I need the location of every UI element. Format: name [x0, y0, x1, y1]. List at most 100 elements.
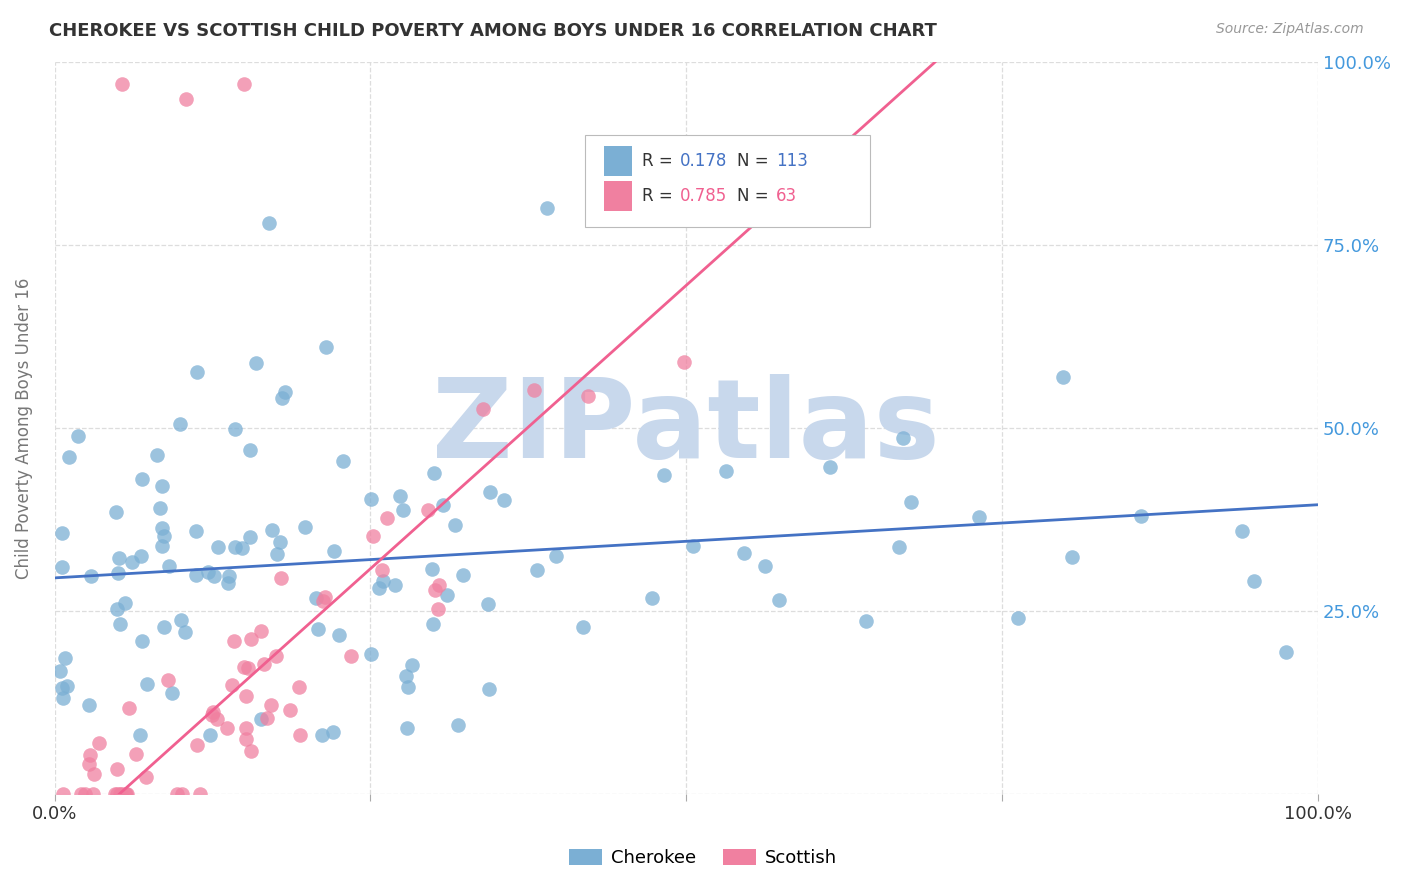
Point [131, 633, 153, 648]
Point [105, 505, 128, 519]
Point [472, 402, 495, 417]
Text: R =: R = [643, 187, 678, 205]
Point [157, 558, 180, 573]
Point [367, 581, 389, 595]
Point [260, 698, 283, 712]
Point [58, 450, 80, 465]
Text: N =: N = [737, 152, 773, 169]
Point [198, 728, 221, 742]
Point [150, 479, 173, 493]
Point [135, 771, 157, 785]
Point [239, 530, 262, 544]
Point [893, 431, 915, 445]
Point [239, 442, 262, 457]
Point [186, 739, 208, 753]
Point [205, 712, 228, 726]
Point [422, 617, 444, 632]
Point [82, 787, 104, 801]
Point [479, 484, 502, 499]
Point [186, 524, 208, 538]
Point [235, 689, 257, 703]
Point [49, 665, 72, 679]
Point [714, 464, 737, 478]
Point [425, 582, 447, 597]
Point [224, 633, 246, 648]
Point [967, 510, 990, 524]
Text: R =: R = [643, 152, 678, 169]
Legend: Cherokee, Scottish: Cherokee, Scottish [562, 841, 844, 874]
Point [818, 460, 841, 475]
Point [111, 77, 134, 91]
Point [673, 355, 696, 369]
Point [264, 649, 287, 664]
Point [416, 503, 439, 517]
Point [153, 620, 176, 634]
Point [114, 787, 136, 801]
Point [240, 632, 263, 647]
Text: ZIPatlas: ZIPatlas [433, 375, 941, 482]
Point [156, 673, 179, 687]
Point [1275, 645, 1298, 659]
Point [1007, 611, 1029, 625]
Point [52, 787, 75, 801]
Point [478, 682, 501, 697]
Point [274, 384, 297, 399]
Text: CHEROKEE VS SCOTTISH CHILD POVERTY AMONG BOYS UNDER 16 CORRELATION CHART: CHEROKEE VS SCOTTISH CHILD POVERTY AMONG… [49, 22, 936, 40]
Point [201, 708, 224, 723]
Point [314, 590, 336, 604]
Point [129, 728, 152, 742]
Point [218, 568, 240, 582]
Point [377, 511, 399, 525]
Point [360, 491, 382, 506]
Text: 113: 113 [776, 152, 808, 169]
Point [269, 535, 291, 549]
Point [311, 728, 333, 742]
Point [66, 428, 89, 442]
Point [104, 787, 127, 801]
Point [270, 391, 292, 405]
Point [51, 560, 73, 574]
Text: Source: ZipAtlas.com: Source: ZipAtlas.com [1216, 22, 1364, 37]
Point [1129, 508, 1152, 523]
Point [427, 577, 450, 591]
Point [107, 566, 129, 580]
Point [149, 501, 172, 516]
Point [312, 594, 335, 608]
Point [184, 567, 207, 582]
Point [233, 659, 256, 673]
Point [682, 540, 704, 554]
Point [477, 597, 499, 611]
Point [270, 571, 292, 585]
Point [69, 787, 91, 801]
Point [105, 787, 128, 801]
Text: 0.178: 0.178 [681, 152, 727, 169]
Point [544, 549, 567, 564]
Point [315, 340, 337, 354]
Point [451, 567, 474, 582]
Point [370, 564, 392, 578]
Point [51, 525, 73, 540]
Point [1052, 370, 1074, 384]
Point [80, 569, 103, 583]
Point [253, 657, 276, 671]
Point [332, 454, 354, 468]
Point [423, 466, 446, 480]
Point [107, 550, 129, 565]
Point [197, 565, 219, 579]
Point [186, 365, 208, 379]
Point [73, 787, 96, 801]
Point [236, 661, 259, 675]
Point [396, 722, 419, 736]
Point [576, 389, 599, 403]
Point [323, 544, 346, 558]
Point [114, 596, 136, 610]
Point [1232, 524, 1254, 538]
Point [169, 417, 191, 432]
Point [89, 736, 111, 750]
Point [536, 202, 558, 216]
Point [170, 614, 193, 628]
Point [384, 578, 406, 592]
Text: 63: 63 [776, 187, 797, 205]
Point [394, 668, 416, 682]
Point [340, 648, 363, 663]
